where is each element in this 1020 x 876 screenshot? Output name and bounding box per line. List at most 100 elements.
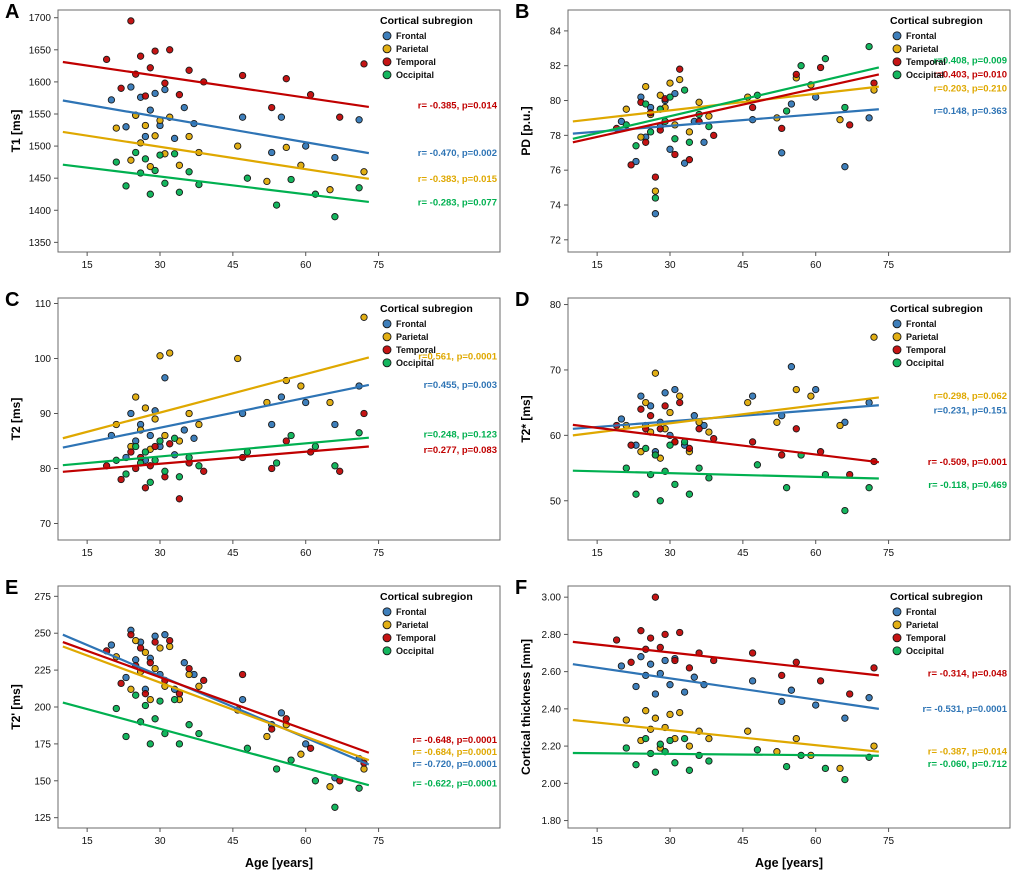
scatter-point-occipital bbox=[666, 93, 674, 101]
scatter-point-temporal bbox=[306, 744, 315, 752]
scatter-point-temporal bbox=[136, 52, 145, 60]
scatter-point-frontal bbox=[331, 420, 339, 429]
scatter-point-parietal bbox=[151, 664, 159, 673]
scatter-point-temporal bbox=[127, 448, 135, 456]
scatter-point-temporal bbox=[141, 92, 150, 100]
scatter-point-occipital bbox=[646, 128, 655, 136]
panel-letter-a: A bbox=[5, 1, 20, 23]
scatter-point-occipital bbox=[156, 697, 164, 705]
y-tick-label: 82 bbox=[550, 61, 562, 72]
scatter-point-occipital bbox=[651, 194, 660, 202]
scatter-point-parietal bbox=[195, 682, 203, 690]
x-tick-label: 75 bbox=[373, 836, 385, 846]
scatter-point-temporal bbox=[151, 442, 159, 451]
scatter-point-temporal bbox=[200, 467, 208, 475]
correlation-annotation-temporal: r=0.277, p=0.083 bbox=[424, 445, 497, 456]
scatter-point-occipital bbox=[705, 757, 713, 765]
y-tick-label: 200 bbox=[34, 703, 51, 714]
legend-marker-frontal bbox=[892, 31, 902, 41]
scatter-point-temporal bbox=[748, 103, 757, 112]
scatter-point-frontal bbox=[661, 656, 669, 665]
x-tick-label: 30 bbox=[154, 260, 166, 270]
scatter-point-temporal bbox=[238, 670, 247, 679]
scatter-point-parietal bbox=[263, 177, 271, 186]
scatter-point-occipital bbox=[666, 441, 674, 449]
plot-area-f: 15 30 45 60 75 1.80 2.00 2.20 2.40 2.60 2.80 3.00 r=… bbox=[542, 585, 1011, 846]
x-axis-label-c bbox=[58, 569, 500, 570]
scatter-point-occipital bbox=[671, 480, 679, 489]
scatter-point-parietal bbox=[676, 708, 684, 717]
scatter-point-frontal bbox=[238, 113, 247, 121]
correlation-annotation-temporal: r= -0.648, p=0.0001 bbox=[412, 735, 497, 746]
scatter-point-temporal bbox=[792, 70, 800, 79]
scatter-point-temporal bbox=[360, 409, 368, 418]
scatter-point-temporal bbox=[141, 690, 150, 698]
x-tick-label: 60 bbox=[300, 836, 312, 846]
scatter-point-frontal bbox=[666, 681, 674, 689]
legend-label-temporal: Temporal bbox=[396, 57, 436, 67]
y-tick-label: 250 bbox=[34, 629, 51, 640]
y-tick-label: 60 bbox=[550, 431, 562, 442]
scatter-point-frontal bbox=[161, 374, 169, 382]
correlation-annotation-frontal: r= -0.470, p=0.002 bbox=[418, 148, 497, 159]
scatter-point-temporal bbox=[748, 649, 757, 657]
scatter-point-frontal bbox=[666, 145, 674, 153]
scatter-point-occipital bbox=[651, 768, 660, 776]
y-tick-label: 84 bbox=[550, 26, 562, 37]
scatter-point-temporal bbox=[656, 425, 664, 433]
correlation-annotation-occipital: r=0.248, p=0.123 bbox=[424, 429, 497, 440]
y-tick-label: 175 bbox=[34, 739, 51, 750]
scatter-point-parietal bbox=[360, 313, 368, 321]
y-tick-label: 80 bbox=[550, 96, 562, 107]
scatter-point-frontal bbox=[787, 100, 796, 108]
scatter-point-occipital bbox=[797, 62, 805, 70]
scatter-point-frontal bbox=[637, 653, 645, 661]
scatter-point-occipital bbox=[622, 744, 630, 752]
scatter-point-parietal bbox=[744, 398, 752, 407]
scatter-point-occipital bbox=[632, 490, 640, 498]
legend-marker-occipital bbox=[382, 70, 392, 80]
x-tick-label: 15 bbox=[592, 260, 604, 270]
scatter-point-temporal bbox=[778, 671, 786, 680]
panel-d: D T2* [ms] 15 30 45 60 75 50 60 70 80 r=0.231, p=… bbox=[510, 288, 1020, 576]
scatter-point-occipital bbox=[821, 55, 830, 63]
scatter-point-parietal bbox=[685, 742, 694, 750]
scatter-point-parietal bbox=[166, 349, 174, 357]
scatter-point-temporal bbox=[185, 66, 193, 74]
scatter-point-parietal bbox=[141, 648, 150, 657]
x-tick-label: 60 bbox=[810, 260, 822, 270]
scatter-point-temporal bbox=[336, 467, 344, 475]
scatter-point-occipital bbox=[132, 691, 140, 699]
scatter-point-parietal bbox=[127, 685, 135, 693]
legend-marker-temporal bbox=[382, 345, 392, 355]
scatter-point-occipital bbox=[782, 762, 791, 771]
scatter-point-frontal bbox=[690, 673, 698, 681]
scatter-point-parietal bbox=[151, 132, 159, 140]
scatter-point-temporal bbox=[646, 412, 655, 420]
trend-line-frontal bbox=[62, 633, 370, 766]
x-tick-label: 15 bbox=[592, 548, 604, 558]
y-tick-label: 1700 bbox=[29, 13, 52, 24]
scatter-point-occipital bbox=[175, 473, 184, 481]
x-tick-label: 45 bbox=[737, 548, 749, 558]
legend-label-parietal: Parietal bbox=[906, 44, 939, 54]
y-tick-label: 1450 bbox=[29, 174, 52, 185]
scatter-point-parietal bbox=[195, 420, 203, 429]
correlation-annotation-parietal: r= -0.383, p=0.015 bbox=[418, 174, 498, 185]
scatter-point-temporal bbox=[360, 60, 368, 68]
scatter-point-occipital bbox=[753, 746, 762, 754]
x-tick-label: 45 bbox=[227, 548, 239, 558]
legend-label-frontal: Frontal bbox=[396, 31, 427, 41]
scatter-point-temporal bbox=[136, 644, 145, 652]
y-tick-label: 275 bbox=[34, 592, 51, 603]
x-tick-label: 30 bbox=[664, 548, 676, 558]
legend-label-temporal: Temporal bbox=[396, 633, 436, 643]
correlation-annotation-occipital: r= -0.118, p=0.469 bbox=[928, 480, 1007, 491]
correlation-annotation-frontal: r= -0.720, p=0.0001 bbox=[412, 759, 497, 770]
scatter-point-frontal bbox=[151, 89, 159, 98]
scatter-point-frontal bbox=[841, 714, 849, 722]
scatter-point-occipital bbox=[622, 464, 630, 472]
panel-letter-b: B bbox=[515, 1, 530, 23]
y-tick-label: 110 bbox=[35, 299, 51, 310]
